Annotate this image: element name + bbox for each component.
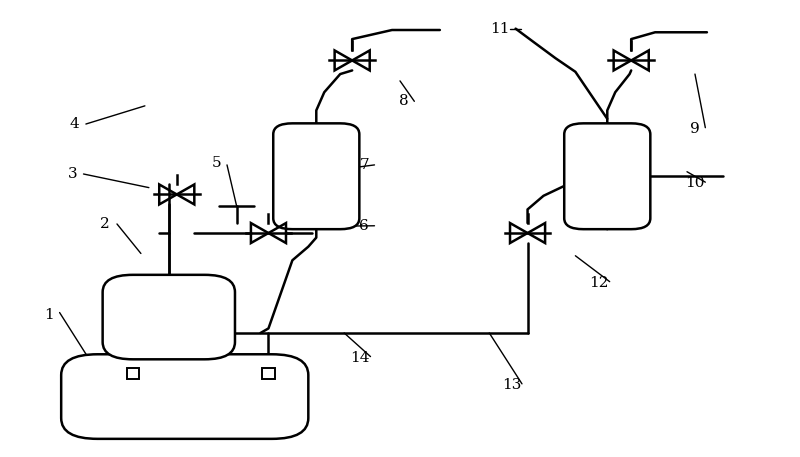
Text: 14: 14 [350,351,370,365]
FancyBboxPatch shape [61,354,308,439]
Text: 3: 3 [68,167,78,181]
FancyBboxPatch shape [564,123,650,229]
Text: 6: 6 [359,219,369,233]
Text: 8: 8 [399,94,409,108]
Text: 12: 12 [590,276,609,290]
Bar [262,368,275,379]
Text: 1: 1 [44,308,54,322]
FancyBboxPatch shape [102,275,235,359]
Bar [126,368,139,379]
Text: 9: 9 [690,122,700,136]
FancyBboxPatch shape [274,123,359,229]
Text: 5: 5 [212,156,222,170]
Text: 4: 4 [70,117,80,131]
Text: 2: 2 [100,217,110,231]
Text: 10: 10 [686,176,705,190]
Text: 7: 7 [359,158,369,172]
Text: 11: 11 [490,21,510,36]
Text: 13: 13 [502,378,522,392]
